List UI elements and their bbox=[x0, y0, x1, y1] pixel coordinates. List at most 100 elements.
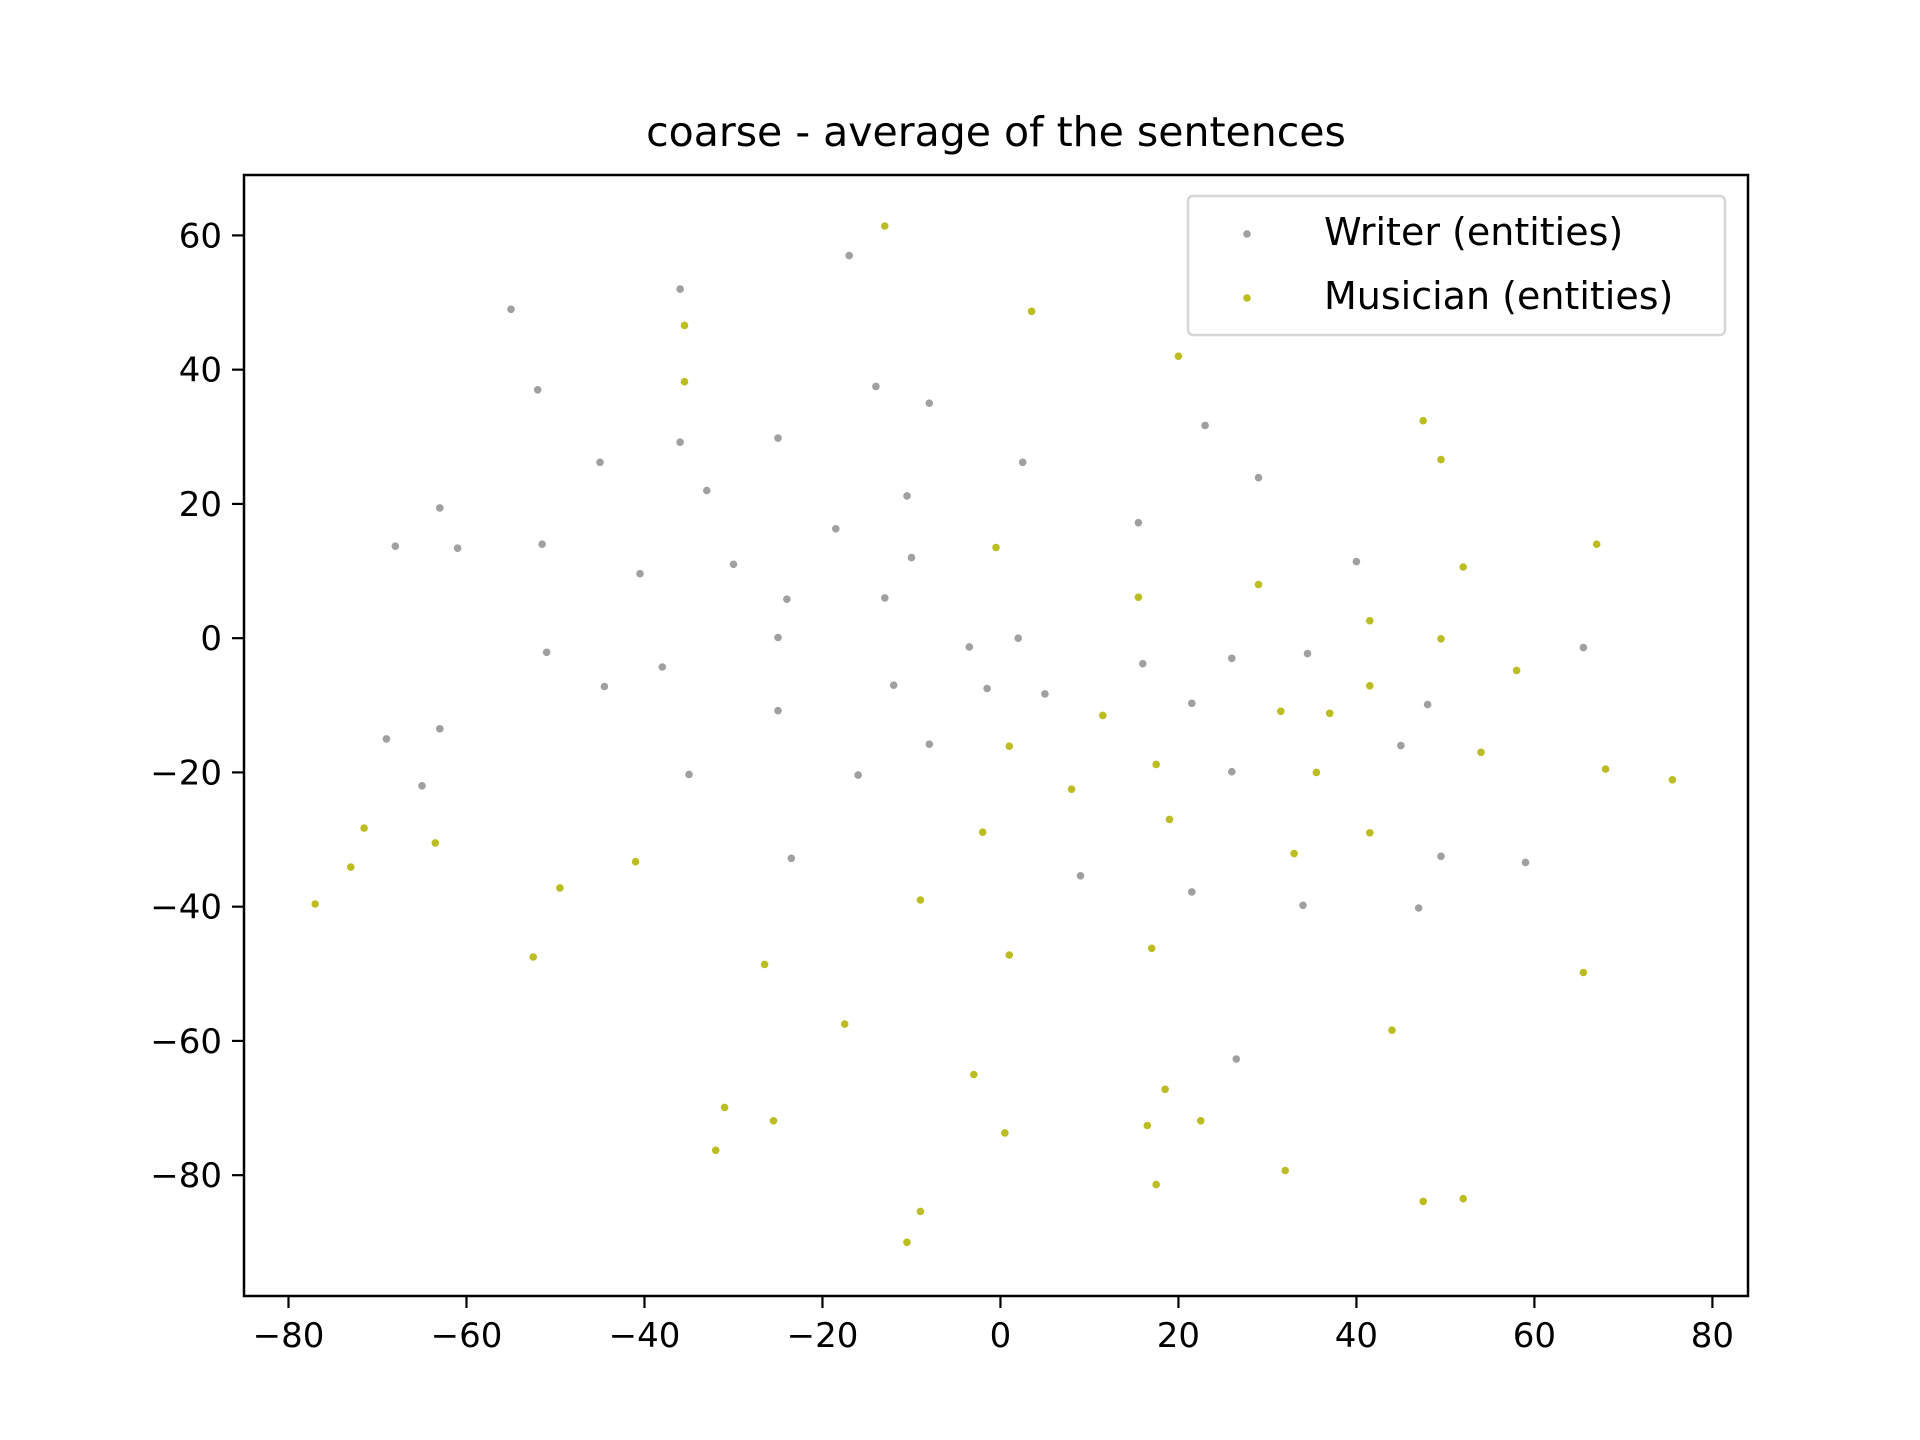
point-musician-26 bbox=[360, 824, 368, 832]
x-tick-label-4: 0 bbox=[990, 1316, 1012, 1356]
point-writer-15 bbox=[436, 504, 444, 512]
point-musician-4 bbox=[1174, 352, 1183, 361]
points-layer bbox=[311, 222, 1677, 1247]
point-writer-16 bbox=[391, 542, 400, 550]
y-tick-label-7: 60 bbox=[179, 216, 222, 256]
point-writer-53 bbox=[1188, 888, 1196, 896]
point-writer-33 bbox=[983, 684, 991, 693]
point-writer-18 bbox=[538, 540, 546, 548]
point-musician-1 bbox=[1027, 307, 1036, 316]
plot-frame bbox=[242, 173, 1750, 1298]
point-writer-7 bbox=[774, 434, 782, 442]
point-writer-25 bbox=[1352, 557, 1361, 566]
point-musician-0 bbox=[881, 222, 889, 230]
point-writer-21 bbox=[729, 560, 738, 569]
point-writer-44 bbox=[685, 770, 693, 779]
point-musician-55 bbox=[1459, 1194, 1467, 1203]
point-writer-11 bbox=[1018, 458, 1027, 467]
point-musician-53 bbox=[1152, 1180, 1160, 1189]
point-musician-43 bbox=[1388, 1026, 1396, 1034]
point-musician-20 bbox=[1152, 760, 1160, 769]
point-writer-41 bbox=[382, 735, 391, 743]
point-musician-14 bbox=[1512, 666, 1521, 675]
y-axis: −80 −60 −40 −20 0 20 40 60 bbox=[150, 216, 244, 1196]
point-musician-16 bbox=[1099, 711, 1107, 720]
point-musician-49 bbox=[1196, 1117, 1205, 1125]
point-musician-47 bbox=[1161, 1085, 1169, 1094]
point-writer-3 bbox=[533, 386, 542, 394]
point-musician-2 bbox=[680, 321, 689, 330]
point-writer-34 bbox=[1041, 690, 1049, 698]
point-musician-27 bbox=[431, 839, 440, 847]
point-musician-25 bbox=[1067, 785, 1076, 793]
y-tick-label-5: 20 bbox=[179, 485, 222, 525]
point-musician-7 bbox=[992, 543, 1000, 552]
y-tick-label-6: 40 bbox=[179, 351, 222, 391]
point-writer-1 bbox=[676, 285, 684, 293]
point-writer-37 bbox=[1228, 654, 1236, 663]
point-musician-51 bbox=[711, 1146, 720, 1155]
point-musician-41 bbox=[1579, 968, 1588, 977]
y-tick-label-3: −20 bbox=[150, 753, 222, 793]
point-writer-47 bbox=[925, 740, 934, 748]
point-musician-21 bbox=[1477, 748, 1485, 757]
point-writer-46 bbox=[854, 771, 862, 779]
point-musician-3 bbox=[680, 377, 689, 386]
point-musician-31 bbox=[556, 884, 564, 892]
x-tick-label-3: −20 bbox=[787, 1316, 859, 1356]
point-writer-23 bbox=[881, 594, 889, 602]
point-writer-14 bbox=[1134, 518, 1143, 527]
point-writer-30 bbox=[889, 681, 898, 689]
point-musician-9 bbox=[1459, 563, 1467, 571]
point-musician-29 bbox=[311, 900, 320, 908]
point-musician-33 bbox=[1165, 815, 1174, 824]
legend: Writer (entities) Musician (entities) bbox=[1186, 194, 1727, 337]
point-musician-19 bbox=[1005, 742, 1014, 750]
point-writer-40 bbox=[1579, 643, 1588, 652]
point-writer-4 bbox=[872, 382, 880, 391]
point-writer-20 bbox=[907, 553, 916, 562]
legend-label-writer: Writer (entities) bbox=[1324, 210, 1623, 254]
point-writer-43 bbox=[418, 782, 426, 790]
point-writer-48 bbox=[1397, 741, 1405, 750]
point-musician-13 bbox=[1437, 635, 1445, 643]
point-musician-23 bbox=[1668, 776, 1677, 784]
point-writer-28 bbox=[658, 663, 667, 671]
point-musician-18 bbox=[1325, 709, 1334, 718]
point-musician-28 bbox=[347, 863, 355, 871]
point-writer-2 bbox=[507, 305, 515, 314]
point-writer-49 bbox=[1228, 767, 1236, 776]
chart-title: coarse - average of the sentences bbox=[646, 108, 1346, 156]
point-musician-50 bbox=[1001, 1129, 1009, 1137]
point-musician-35 bbox=[1290, 849, 1298, 858]
y-tick-label-4: 0 bbox=[200, 619, 222, 659]
point-writer-12 bbox=[1201, 421, 1209, 430]
point-musician-15 bbox=[1366, 682, 1374, 690]
point-writer-56 bbox=[1521, 858, 1530, 867]
legend-marker-writer bbox=[1243, 230, 1251, 238]
point-musician-44 bbox=[970, 1070, 978, 1079]
x-tick-label-7: 60 bbox=[1513, 1316, 1556, 1356]
point-musician-54 bbox=[1419, 1197, 1427, 1206]
x-tick-label-6: 40 bbox=[1335, 1316, 1378, 1356]
point-musician-48 bbox=[1143, 1121, 1152, 1130]
point-writer-32 bbox=[1014, 634, 1022, 642]
point-musician-12 bbox=[1366, 616, 1374, 625]
point-writer-17 bbox=[453, 544, 462, 552]
point-writer-31 bbox=[965, 643, 974, 651]
point-writer-0 bbox=[845, 251, 853, 260]
point-writer-24 bbox=[783, 595, 791, 603]
point-musician-30 bbox=[631, 857, 640, 866]
point-musician-22 bbox=[1601, 765, 1610, 773]
point-writer-13 bbox=[1254, 473, 1263, 482]
point-musician-37 bbox=[529, 953, 537, 961]
point-writer-51 bbox=[787, 854, 796, 863]
point-musician-17 bbox=[1277, 707, 1285, 716]
point-writer-42 bbox=[436, 725, 444, 733]
point-writer-5 bbox=[925, 399, 934, 408]
point-writer-57 bbox=[1232, 1055, 1241, 1063]
x-tick-label-8: 80 bbox=[1691, 1316, 1734, 1356]
y-tick-label-2: −40 bbox=[150, 888, 222, 928]
point-musician-36 bbox=[916, 896, 925, 904]
x-tick-label-5: 20 bbox=[1157, 1316, 1200, 1356]
